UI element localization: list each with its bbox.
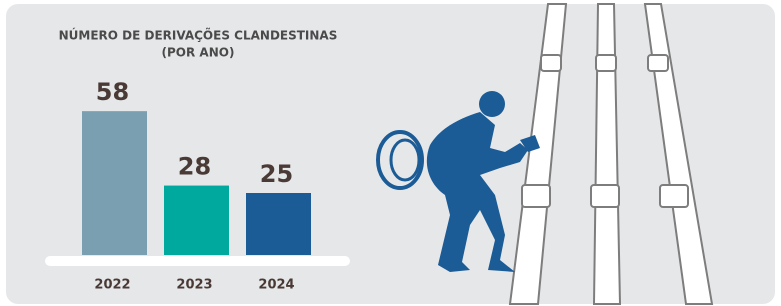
x-tick-label: 2023 (176, 278, 212, 293)
baseline (45, 256, 350, 266)
value-label: 58 (96, 78, 129, 106)
bar (82, 111, 147, 255)
chart-title: NÚMERO DE DERIVAÇÕES CLANDESTINAS (59, 28, 338, 43)
x-tick-label: 2022 (94, 278, 130, 293)
value-label: 28 (178, 153, 211, 181)
bar (246, 193, 311, 255)
chart-subtitle: (POR ANO) (162, 46, 235, 60)
value-label: 25 (260, 160, 293, 188)
chart: NÚMERO DE DERIVAÇÕES CLANDESTINAS (POR A… (0, 0, 781, 306)
x-tick-label: 2024 (258, 278, 294, 293)
bar (164, 186, 229, 255)
